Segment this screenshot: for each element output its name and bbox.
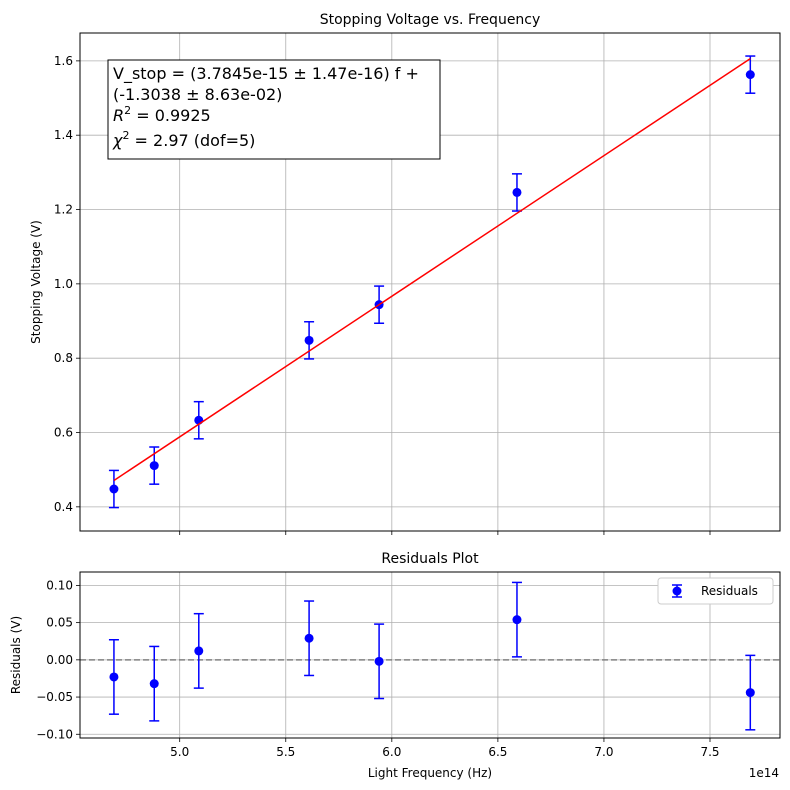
- fit-equation-line-1: V_stop = (3.7845e-15 ± 1.47e-16) f +: [113, 64, 419, 84]
- residuals-y-tick-label: 0.10: [46, 578, 73, 592]
- fit-line: [113, 58, 751, 482]
- residuals-data-point: [304, 600, 315, 677]
- voltage-chart-title: Stopping Voltage vs. Frequency: [320, 12, 541, 28]
- voltage-y-tick-label: 0.6: [54, 426, 73, 440]
- data-marker: [745, 688, 755, 698]
- r-squared-value: = 0.9925: [131, 106, 211, 125]
- chi-squared-symbol: χ: [112, 131, 123, 150]
- residuals-x-tick-label: 6.5: [488, 745, 507, 759]
- residuals-x-tick-label: 7.0: [594, 745, 613, 759]
- data-marker: [304, 633, 314, 643]
- voltage-y-tick-label: 0.8: [54, 351, 73, 365]
- voltage-data-point: [745, 55, 756, 94]
- residuals-chart-ylabel: Residuals (V): [9, 616, 23, 694]
- voltage-data-point: [108, 469, 119, 509]
- residuals-chart-grid: [80, 572, 780, 738]
- legend-marker: [672, 586, 682, 596]
- data-marker: [512, 615, 522, 625]
- data-marker: [109, 672, 119, 682]
- data-marker: [745, 70, 755, 80]
- residuals-data-point: [149, 645, 160, 722]
- r-squared-symbol: R: [113, 106, 124, 125]
- voltage-data-point: [149, 446, 160, 485]
- residuals-x-tick-label: 5.5: [276, 745, 295, 759]
- residuals-chart: Residuals Plot 5.0 5.5 6.0 6.5 7.0 7.5 −0.10 −0…: [9, 551, 781, 780]
- voltage-data-point: [193, 400, 204, 440]
- voltage-y-tick-label: 1.2: [54, 203, 73, 217]
- data-marker: [374, 656, 384, 666]
- residuals-data-point: [511, 581, 522, 658]
- data-marker: [304, 335, 314, 345]
- residuals-data-point: [745, 654, 756, 731]
- chi-squared-value: = 2.97 (dof=5): [129, 131, 255, 150]
- voltage-data-point: [304, 321, 315, 360]
- residuals-x-tick-label: 5.0: [170, 745, 189, 759]
- fit-equation-line-2: (-1.3038 ± 8.63e-02): [113, 85, 282, 104]
- residuals-y-tick-label: 0.05: [46, 616, 73, 630]
- residuals-data-point: [108, 638, 119, 715]
- fit-annotation-box: V_stop = (3.7845e-15 ± 1.47e-16) f + (-1…: [107, 59, 441, 160]
- voltage-chart-marks: [108, 55, 756, 509]
- voltage-chart: Stopping Voltage vs. Frequency 0.4 0.6 0.8…: [29, 12, 781, 535]
- residuals-y-tick-label: −0.05: [36, 690, 73, 704]
- data-marker: [149, 679, 159, 689]
- voltage-y-tick-label: 1.0: [54, 277, 73, 291]
- voltage-chart-ticks: 0.4 0.6 0.8 1.0 1.2 1.4 1.6: [54, 54, 711, 535]
- residuals-x-tick-label: 7.5: [700, 745, 719, 759]
- voltage-y-tick-label: 1.6: [54, 54, 73, 68]
- x-multiplier-label: 1e14: [749, 766, 779, 780]
- data-marker: [512, 187, 522, 197]
- r-squared: R2 = 0.9925: [113, 104, 211, 125]
- data-marker: [194, 646, 204, 656]
- residuals-y-tick-label: 0.00: [46, 653, 73, 667]
- residuals-chart-marks: [80, 581, 780, 731]
- r-squared-exponent: 2: [124, 104, 131, 117]
- residuals-y-tick-label: −0.10: [36, 727, 73, 741]
- voltage-chart-frame: [79, 32, 781, 532]
- legend-label: Residuals: [701, 584, 758, 598]
- chi-squared-exponent: 2: [122, 129, 129, 142]
- residuals-chart-ticks: 5.0 5.5 6.0 6.5 7.0 7.5 −0.10 −0.05 0.00 0.05 0.10: [36, 578, 719, 759]
- residuals-x-tick-label: 6.0: [382, 745, 401, 759]
- data-marker: [109, 484, 119, 494]
- residuals-data-point: [193, 612, 204, 689]
- residuals-chart-title: Residuals Plot: [381, 551, 479, 567]
- residuals-chart-xlabel: Light Frequency (Hz): [368, 766, 492, 780]
- residuals-legend: Residuals: [657, 577, 774, 605]
- data-marker: [149, 461, 159, 471]
- voltage-y-tick-label: 1.4: [54, 128, 73, 142]
- voltage-data-point: [511, 173, 522, 212]
- voltage-y-tick-label: 0.4: [54, 500, 73, 514]
- voltage-chart-ylabel: Stopping Voltage (V): [29, 220, 43, 344]
- residuals-chart-frame: [79, 571, 781, 739]
- residuals-data-point: [374, 623, 385, 700]
- chi-squared: χ2 = 2.97 (dof=5): [112, 129, 255, 150]
